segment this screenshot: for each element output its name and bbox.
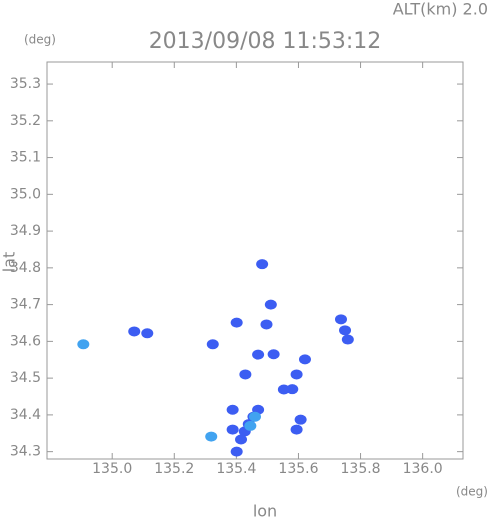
echo (294, 414, 307, 425)
echo (249, 411, 261, 422)
y-tick-label: 34.6 (10, 333, 41, 349)
echo (77, 339, 90, 350)
x-axis-label: lon (253, 502, 277, 521)
echo (230, 317, 243, 328)
y-tick-label: 35.0 (10, 186, 41, 202)
y-tick-label: 35.1 (10, 150, 41, 166)
echo (230, 446, 243, 457)
echo (239, 369, 252, 380)
echo (341, 334, 354, 345)
y-tick-label: 34.8 (10, 260, 41, 276)
x-tick-label: 135.6 (278, 461, 318, 477)
echo (244, 420, 257, 431)
y-tick-label: 34.5 (10, 370, 41, 386)
echo (226, 404, 239, 415)
chart-title: 2013/09/08 11:53:12 (149, 29, 382, 54)
y-tick-label: 35.2 (10, 113, 41, 129)
echo (141, 328, 154, 339)
echo (267, 349, 280, 360)
echo (334, 314, 347, 325)
echo (206, 339, 219, 350)
echo (286, 384, 299, 395)
echo (264, 299, 277, 310)
y-tick-label: 34.3 (10, 444, 41, 460)
x-tick-label: 135.4 (216, 461, 256, 477)
echo (128, 326, 141, 337)
echo (252, 349, 265, 360)
echo (290, 369, 303, 380)
echo (298, 354, 311, 365)
x-tick-label: 135.0 (92, 461, 132, 477)
x-tick-label: 135.2 (154, 461, 194, 477)
y-axis-label: lat (0, 252, 19, 273)
echo (339, 325, 352, 336)
y-tick-label: 35.3 (10, 76, 41, 92)
y-tick-label: 34.4 (10, 407, 41, 423)
echo (256, 259, 269, 270)
x-tick-label: 136.0 (403, 461, 443, 477)
x-tick-label: 135.8 (341, 461, 381, 477)
y-tick-label: 34.9 (10, 223, 41, 239)
echo (226, 424, 239, 435)
chart-subtitle: ALT(km) 2.0 (393, 0, 488, 19)
echo (235, 434, 248, 445)
x-unit: (deg) (456, 485, 488, 499)
plot-frame (46, 61, 464, 460)
echo (205, 431, 218, 442)
echo (290, 424, 303, 435)
echo (260, 319, 273, 330)
y-unit: (deg) (24, 33, 56, 47)
y-tick-label: 34.7 (10, 297, 41, 313)
